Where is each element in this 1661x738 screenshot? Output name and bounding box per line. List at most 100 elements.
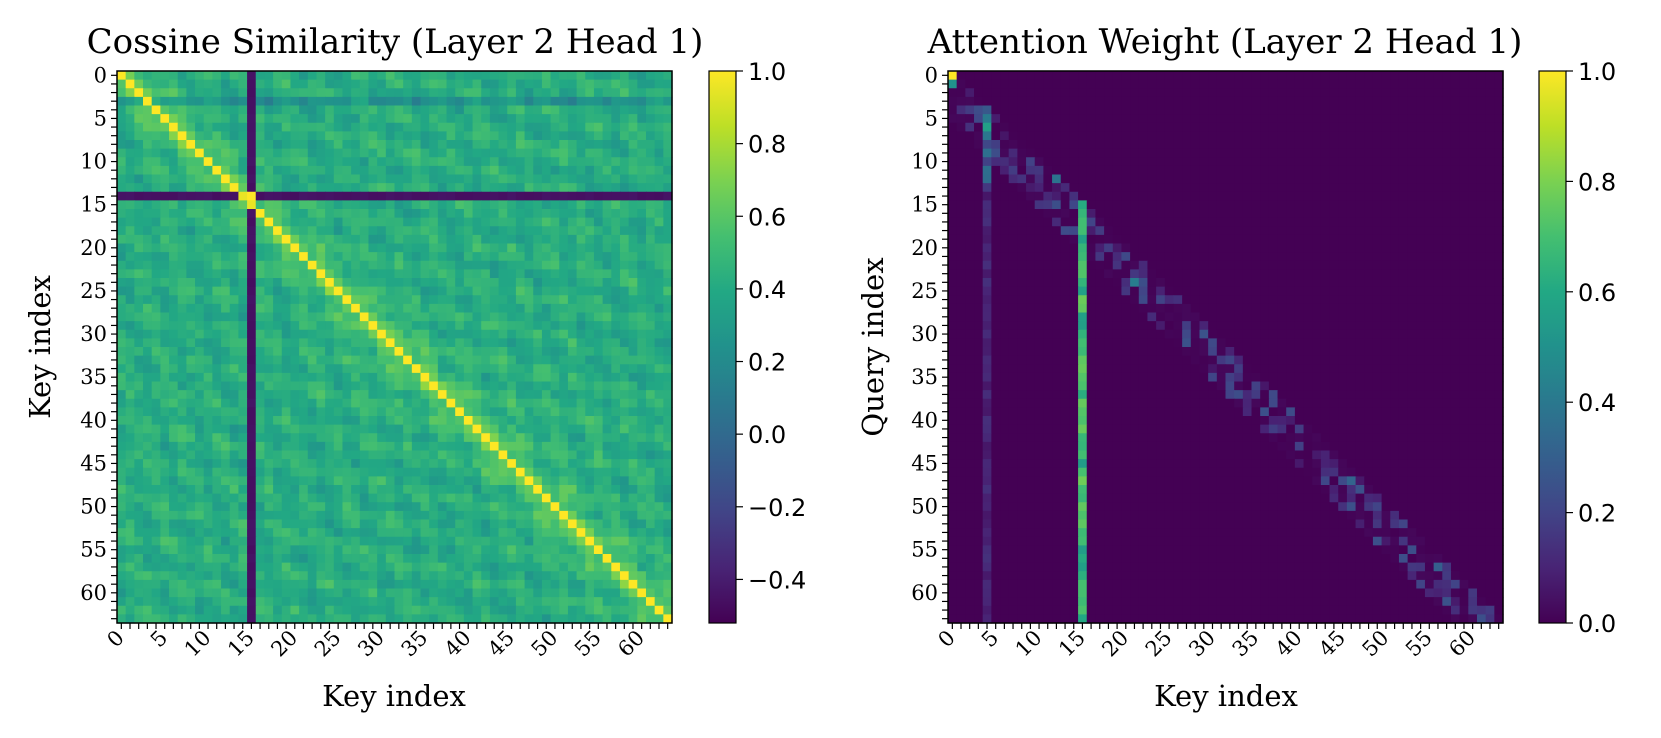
heat-cell xyxy=(394,338,404,348)
heat-cell xyxy=(1338,157,1348,167)
heat-cell xyxy=(524,183,534,193)
heat-cell xyxy=(411,234,422,245)
heat-cell xyxy=(394,467,404,477)
heat-cell xyxy=(420,398,430,408)
heat-cell xyxy=(264,71,274,81)
heat-cell xyxy=(264,554,274,564)
heat-cell xyxy=(169,295,179,305)
heat-cell xyxy=(524,502,534,512)
heat-cell xyxy=(585,467,595,477)
heat-cell xyxy=(134,485,144,495)
heat-cell xyxy=(403,510,413,521)
heat-cell xyxy=(585,441,595,452)
heat-cell xyxy=(619,122,630,132)
heat-cell xyxy=(1286,114,1296,124)
heat-cell xyxy=(1034,71,1044,81)
heat-cell xyxy=(203,355,213,365)
heat-cell xyxy=(602,441,612,452)
heat-cell xyxy=(498,131,508,141)
heat-cell xyxy=(1320,131,1331,141)
heat-cell xyxy=(203,321,213,331)
heat-cell xyxy=(1052,122,1062,132)
heat-cell xyxy=(481,226,491,236)
heat-cell xyxy=(351,79,361,89)
heat-cell xyxy=(956,105,966,115)
heat-cell xyxy=(481,398,491,408)
heat-cell xyxy=(472,174,482,184)
heat-cell xyxy=(394,459,404,469)
heat-cell xyxy=(1450,96,1461,107)
heat-cell xyxy=(1398,105,1409,115)
heat-cell xyxy=(437,519,448,529)
heat-cell xyxy=(273,217,283,227)
heat-cell xyxy=(663,234,673,245)
heat-cell xyxy=(255,96,266,107)
heat-cell xyxy=(654,96,664,107)
heat-cell xyxy=(229,450,239,460)
heat-cell xyxy=(1355,131,1365,141)
heat-cell xyxy=(255,243,266,253)
heat-cell xyxy=(1008,140,1018,150)
heat-cell xyxy=(1251,96,1261,107)
heat-cell xyxy=(299,493,309,503)
heat-cell xyxy=(965,105,975,115)
heat-cell xyxy=(411,398,422,408)
heat-cell xyxy=(134,71,144,81)
heat-cell xyxy=(247,140,257,150)
heat-cell xyxy=(342,286,352,296)
heat-cell xyxy=(290,597,300,607)
heat-cell xyxy=(654,329,664,339)
heat-cell xyxy=(299,571,309,581)
heat-cell xyxy=(619,493,630,503)
heat-cell xyxy=(411,554,422,564)
heat-cell xyxy=(229,140,239,150)
heat-cell xyxy=(637,510,647,521)
heat-cell xyxy=(663,519,673,529)
heat-cell xyxy=(186,450,196,460)
heat-cell xyxy=(117,200,127,210)
heat-cell xyxy=(1242,79,1253,89)
heat-cell xyxy=(160,191,170,201)
heat-cell xyxy=(203,174,213,184)
heat-cell xyxy=(316,347,326,357)
heat-cell xyxy=(394,252,404,262)
heat-cell xyxy=(281,243,292,253)
heat-cell xyxy=(212,122,222,132)
heat-cell xyxy=(342,614,352,624)
heat-cell xyxy=(637,398,647,408)
heat-cell xyxy=(316,183,326,193)
heat-cell xyxy=(143,329,153,339)
heat-cell xyxy=(316,79,326,89)
heat-cell xyxy=(394,321,404,331)
heat-cell xyxy=(472,398,482,408)
heat-cell xyxy=(541,234,552,245)
heat-cell xyxy=(611,114,621,124)
heat-cell xyxy=(611,88,621,98)
heat-cell xyxy=(533,105,543,115)
heat-cell xyxy=(117,209,127,219)
heat-cell xyxy=(1268,114,1279,124)
heat-cell xyxy=(663,303,673,314)
heat-cell xyxy=(472,140,482,150)
heat-cell xyxy=(437,338,448,348)
heat-cell xyxy=(273,355,283,365)
heat-cell xyxy=(602,209,612,219)
heat-cell xyxy=(550,234,560,245)
heat-cell xyxy=(411,510,422,521)
heat-cell xyxy=(1407,140,1417,150)
heat-cell xyxy=(455,588,465,598)
heat-cell xyxy=(203,467,213,477)
heat-cell xyxy=(1407,71,1417,81)
heat-cell xyxy=(1086,96,1097,107)
heat-cell xyxy=(281,183,292,193)
heat-cell xyxy=(160,536,170,546)
heat-cell xyxy=(559,510,569,521)
heat-cell xyxy=(1312,140,1322,150)
heat-cell xyxy=(1156,122,1166,132)
heat-cell xyxy=(585,614,595,624)
heat-cell xyxy=(1043,88,1053,98)
heat-cell xyxy=(134,295,144,305)
heat-cell xyxy=(619,476,630,486)
heat-cell xyxy=(463,562,474,572)
heat-cell xyxy=(134,122,144,132)
